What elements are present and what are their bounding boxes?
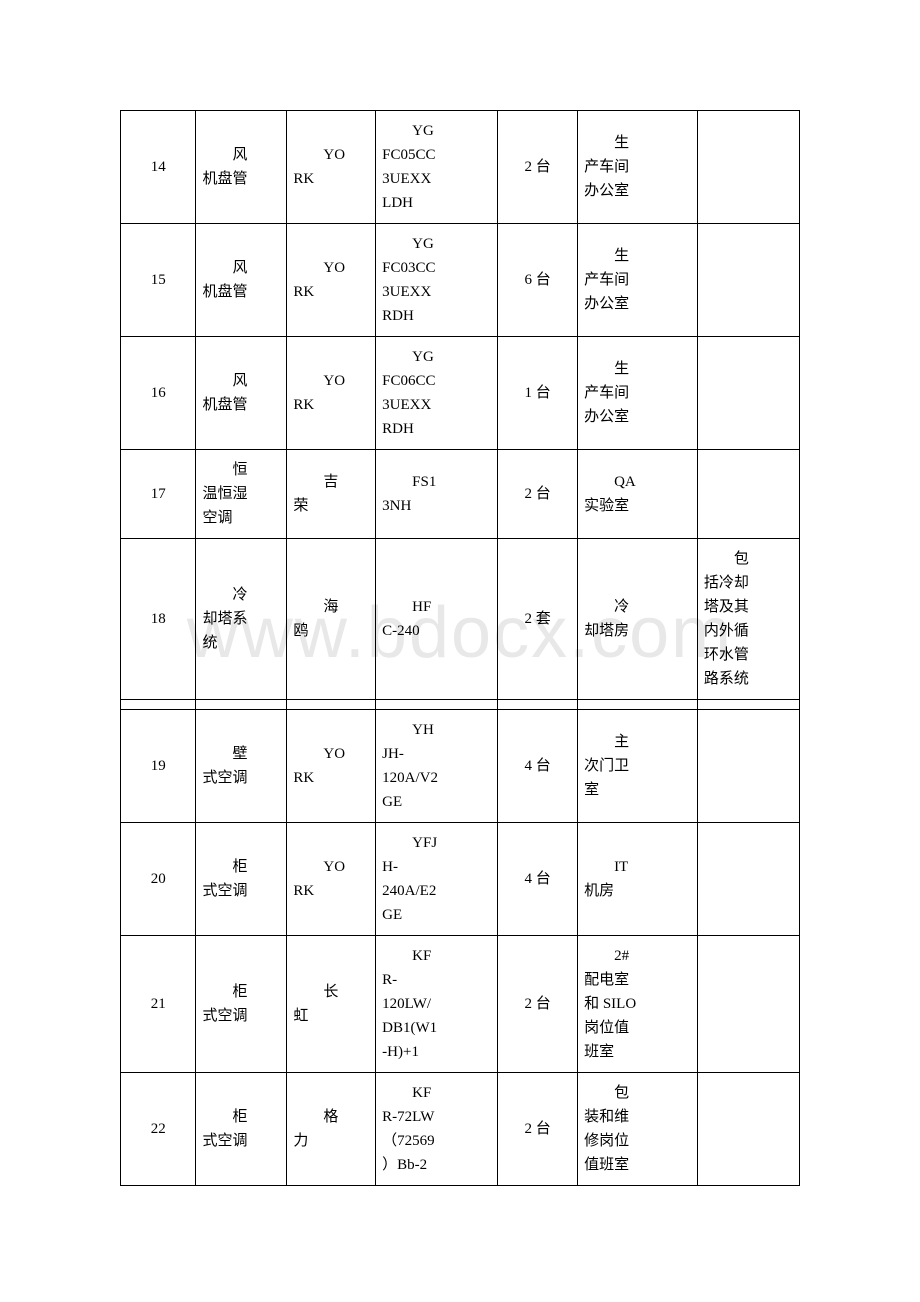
cell-remark <box>697 337 799 450</box>
cell-number: 18 <box>121 539 196 700</box>
cell-model: YGFC06CC3UEXXRDH <box>376 337 498 450</box>
cell-quantity: 2 台 <box>498 936 578 1073</box>
cell-model: HFC-240 <box>376 539 498 700</box>
cell-model: FS13NH <box>376 450 498 539</box>
table-row: 15风机盘管YORKYGFC03CC3UEXXRDH6 台生产车间办公室 <box>121 224 800 337</box>
cell-quantity: 4 台 <box>498 823 578 936</box>
table-body: 14风机盘管YORKYGFC05CC3UEXXLDH2 台生产车间办公室15风机… <box>121 111 800 1186</box>
cell-brand: YORK <box>287 111 376 224</box>
cell-model: YFJH-240A/E2GE <box>376 823 498 936</box>
cell-location: QA实验室 <box>578 450 698 539</box>
cell-location: 生产车间办公室 <box>578 337 698 450</box>
cell-location: 主次门卫室 <box>578 710 698 823</box>
cell-quantity: 2 台 <box>498 1073 578 1186</box>
cell-remark <box>697 111 799 224</box>
cell-equipment-name: 壁式空调 <box>196 710 287 823</box>
table-row: 22柜式空调格力KFR-72LW（72569）Bb-22 台包装和维修岗位值班室 <box>121 1073 800 1186</box>
spacer-cell <box>287 700 376 710</box>
cell-model: KFR-72LW（72569）Bb-2 <box>376 1073 498 1186</box>
cell-location: IT机房 <box>578 823 698 936</box>
cell-brand: YORK <box>287 224 376 337</box>
cell-number: 19 <box>121 710 196 823</box>
cell-model: YGFC03CC3UEXXRDH <box>376 224 498 337</box>
table-row: 17恒温恒湿空调吉荣FS13NH2 台QA实验室 <box>121 450 800 539</box>
cell-number: 21 <box>121 936 196 1073</box>
cell-number: 14 <box>121 111 196 224</box>
cell-equipment-name: 恒温恒湿空调 <box>196 450 287 539</box>
cell-remark <box>697 823 799 936</box>
cell-remark <box>697 224 799 337</box>
cell-location: 生产车间办公室 <box>578 111 698 224</box>
table-row: 14风机盘管YORKYGFC05CC3UEXXLDH2 台生产车间办公室 <box>121 111 800 224</box>
cell-number: 22 <box>121 1073 196 1186</box>
cell-brand: YORK <box>287 337 376 450</box>
cell-brand: 吉荣 <box>287 450 376 539</box>
cell-quantity: 2 台 <box>498 450 578 539</box>
table-row: 18冷却塔系统海鸥HFC-2402 套冷却塔房包括冷却塔及其内外循环水管路系统 <box>121 539 800 700</box>
cell-quantity: 2 台 <box>498 111 578 224</box>
cell-quantity: 2 套 <box>498 539 578 700</box>
cell-brand: 长虹 <box>287 936 376 1073</box>
spacer-cell <box>376 700 498 710</box>
cell-location: 2#配电室和 SILO岗位值班室 <box>578 936 698 1073</box>
spacer-cell <box>578 700 698 710</box>
spacer-cell <box>498 700 578 710</box>
table-row: 16风机盘管YORKYGFC06CC3UEXXRDH1 台生产车间办公室 <box>121 337 800 450</box>
cell-model: KFR-120LW/DB1(W1-H)+1 <box>376 936 498 1073</box>
cell-equipment-name: 柜式空调 <box>196 823 287 936</box>
cell-remark <box>697 710 799 823</box>
cell-remark <box>697 936 799 1073</box>
spacer-cell <box>196 700 287 710</box>
cell-quantity: 1 台 <box>498 337 578 450</box>
cell-equipment-name: 风机盘管 <box>196 337 287 450</box>
cell-remark <box>697 1073 799 1186</box>
cell-remark <box>697 450 799 539</box>
cell-number: 20 <box>121 823 196 936</box>
cell-number: 15 <box>121 224 196 337</box>
cell-equipment-name: 风机盘管 <box>196 224 287 337</box>
table-row <box>121 700 800 710</box>
cell-location: 生产车间办公室 <box>578 224 698 337</box>
table-row: 20柜式空调YORKYFJH-240A/E2GE4 台IT机房 <box>121 823 800 936</box>
cell-brand: YORK <box>287 823 376 936</box>
cell-quantity: 6 台 <box>498 224 578 337</box>
cell-equipment-name: 冷却塔系统 <box>196 539 287 700</box>
table-row: 21柜式空调长虹KFR-120LW/DB1(W1-H)+12 台2#配电室和 S… <box>121 936 800 1073</box>
cell-location: 包装和维修岗位值班室 <box>578 1073 698 1186</box>
cell-brand: 格力 <box>287 1073 376 1186</box>
cell-quantity: 4 台 <box>498 710 578 823</box>
cell-number: 17 <box>121 450 196 539</box>
spacer-cell <box>121 700 196 710</box>
cell-equipment-name: 风机盘管 <box>196 111 287 224</box>
cell-model: YHJH-120A/V2GE <box>376 710 498 823</box>
table-row: 19壁式空调YORKYHJH-120A/V2GE4 台主次门卫室 <box>121 710 800 823</box>
cell-brand: 海鸥 <box>287 539 376 700</box>
cell-remark: 包括冷却塔及其内外循环水管路系统 <box>697 539 799 700</box>
cell-brand: YORK <box>287 710 376 823</box>
cell-number: 16 <box>121 337 196 450</box>
cell-equipment-name: 柜式空调 <box>196 936 287 1073</box>
cell-location: 冷却塔房 <box>578 539 698 700</box>
spacer-cell <box>697 700 799 710</box>
cell-model: YGFC05CC3UEXXLDH <box>376 111 498 224</box>
cell-equipment-name: 柜式空调 <box>196 1073 287 1186</box>
equipment-table: 14风机盘管YORKYGFC05CC3UEXXLDH2 台生产车间办公室15风机… <box>120 110 800 1186</box>
